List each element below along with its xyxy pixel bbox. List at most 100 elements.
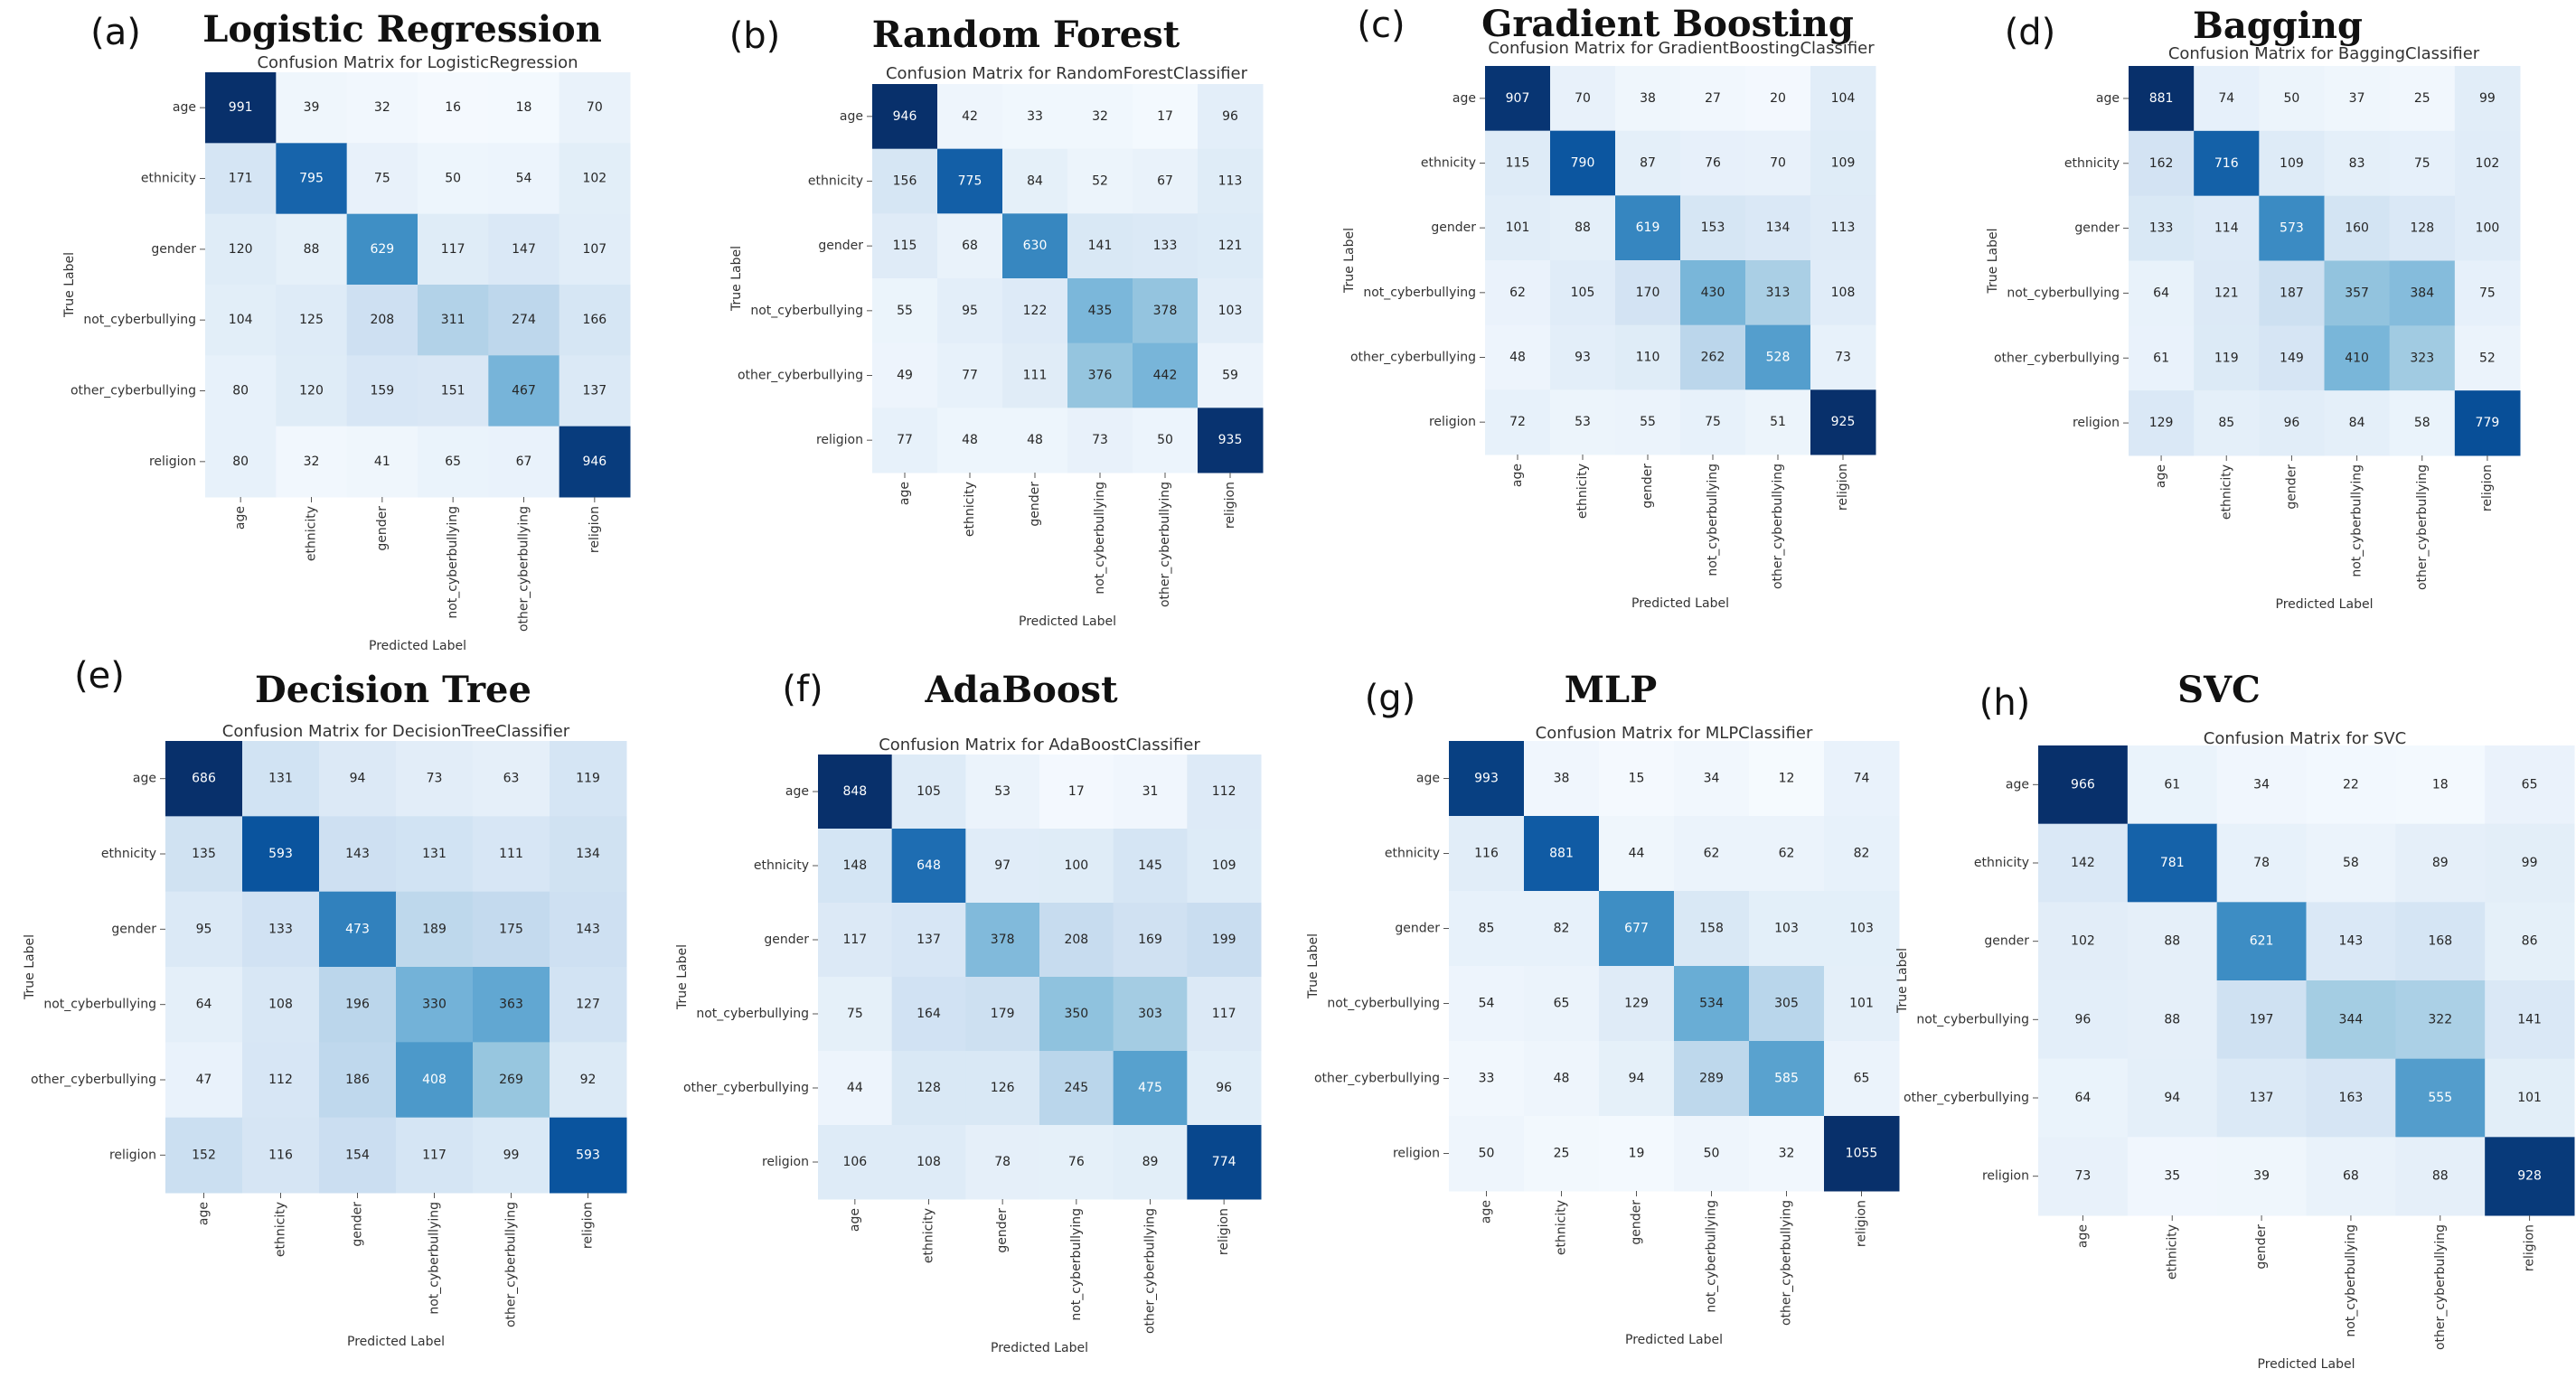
- cell-value: 125: [299, 313, 324, 327]
- x-tick-label: gender: [995, 1208, 1010, 1253]
- cell-value: 781: [2160, 856, 2185, 870]
- heatmap-cell: [488, 355, 560, 427]
- cell-value: 88: [304, 242, 320, 257]
- cell-value: 31: [1142, 784, 1159, 799]
- cell-value: 62: [1779, 847, 1795, 861]
- y-tick-label: other_cyberbullying: [1314, 1072, 1440, 1086]
- heatmap-cell: [1680, 260, 1746, 326]
- cell-value: 39: [304, 100, 320, 115]
- cell-value: 467: [512, 384, 536, 398]
- cell-value: 122: [1023, 304, 1048, 318]
- heatmap-cell: [418, 72, 489, 144]
- cell-value: 143: [576, 922, 600, 936]
- heatmap-cell: [1599, 816, 1675, 892]
- heatmap-cell: [2129, 325, 2195, 391]
- cell-value: 88: [2164, 1012, 2180, 1026]
- cell-value: 96: [1216, 1081, 1232, 1095]
- y-axis-label: True Label: [675, 944, 690, 1010]
- cell-value: 88: [1575, 220, 1591, 235]
- cell-value: 677: [1624, 922, 1649, 936]
- cell-value: 128: [2410, 221, 2434, 236]
- heatmap-cell: [396, 891, 474, 968]
- heatmap-cell: [1198, 278, 1264, 344]
- x-tick-label: ethnicity: [305, 506, 319, 561]
- cell-value: 133: [2149, 221, 2174, 236]
- y-tick-label: religion: [1393, 1147, 1440, 1161]
- cell-value: 113: [1831, 220, 1856, 235]
- heatmap-cell: [1615, 130, 1681, 196]
- heatmap-cell: [2485, 902, 2575, 981]
- cell-value: 115: [1506, 156, 1530, 171]
- cell-value: 100: [1064, 858, 1088, 873]
- heatmap-cell: [1749, 966, 1825, 1042]
- heatmap-cell: [205, 285, 277, 356]
- heatmap-cell: [2454, 195, 2521, 261]
- cell-value: 34: [2253, 777, 2270, 792]
- cell-value: 65: [1854, 1072, 1870, 1086]
- heatmap-cell: [1615, 260, 1681, 326]
- cell-value: 50: [1157, 433, 1173, 447]
- cell-value: 151: [441, 384, 465, 398]
- heatmap-cell: [1674, 1041, 1750, 1117]
- heatmap-cell: [2306, 1137, 2396, 1216]
- cell-value: 50: [2284, 91, 2300, 106]
- heatmap-cell: [2454, 390, 2521, 456]
- x-tick-label: other_cyberbullying: [1158, 482, 1172, 607]
- heatmap-cell: [396, 1117, 474, 1194]
- cell-value: 159: [370, 384, 394, 398]
- heatmap-cell: [1680, 389, 1746, 455]
- heatmap-cell: [1824, 816, 1900, 892]
- cell-value: 35: [2164, 1169, 2180, 1184]
- cell-value: 74: [2218, 91, 2234, 106]
- panel-title: Decision Tree: [255, 669, 531, 711]
- x-axis-label: Predicted Label: [2276, 597, 2374, 612]
- heatmap-cell: [1810, 324, 1876, 390]
- cell-value: 881: [2149, 91, 2174, 106]
- x-tick-label: ethnicity: [2165, 1224, 2179, 1280]
- cell-value: 630: [1023, 239, 1048, 253]
- cell-value: 145: [1138, 858, 1162, 873]
- heatmap-cell: [1198, 148, 1264, 214]
- cell-value: 55: [897, 304, 913, 318]
- heatmap-cell: [1067, 213, 1133, 279]
- cell-value: 189: [422, 922, 447, 936]
- cell-value: 245: [1064, 1081, 1088, 1095]
- heatmap-cell: [2324, 260, 2391, 326]
- x-tick-label: religion: [1217, 1208, 1231, 1255]
- cell-value: 313: [1766, 286, 1791, 300]
- heatmap-cell: [319, 1117, 397, 1194]
- x-tick-label: not_cyberbullying: [1706, 464, 1720, 577]
- cell-value: 363: [499, 998, 523, 1012]
- cell-value: 129: [1624, 997, 1649, 1011]
- cell-value: 119: [2214, 351, 2239, 365]
- y-tick-label: gender: [764, 933, 809, 947]
- heatmap-cell: [1749, 1116, 1825, 1192]
- cell-value: 48: [1509, 351, 1526, 365]
- cell-value: 89: [1142, 1155, 1159, 1169]
- heatmap-cell: [346, 72, 418, 144]
- x-tick-label: religion: [588, 506, 602, 553]
- cell-value: 64: [2153, 286, 2169, 300]
- heatmap-cell: [242, 1117, 320, 1194]
- heatmap-cell: [418, 426, 489, 498]
- heatmap-cell: [2306, 980, 2396, 1060]
- cell-value: 17: [1157, 109, 1173, 124]
- heatmap-cell: [165, 816, 243, 893]
- cell-value: 48: [1027, 433, 1043, 447]
- heatmap-cell: [276, 72, 348, 144]
- cell-value: 76: [1068, 1155, 1085, 1169]
- heatmap-cell: [2038, 980, 2129, 1060]
- heatmap-cell: [396, 741, 474, 817]
- x-axis-label: Predicted Label: [1019, 614, 1116, 629]
- heatmap-cell: [872, 408, 938, 473]
- heatmap-cell: [1599, 1116, 1675, 1192]
- cell-value: 149: [2280, 351, 2304, 365]
- heatmap-cell: [1745, 130, 1811, 196]
- heatmap-cell: [1550, 130, 1616, 196]
- cell-value: 141: [2517, 1012, 2542, 1026]
- cell-value: 115: [893, 239, 917, 253]
- cell-value: 134: [576, 847, 600, 861]
- cell-value: 47: [196, 1073, 212, 1087]
- heatmap-cell: [1745, 324, 1811, 390]
- cell-value: 555: [2428, 1091, 2452, 1105]
